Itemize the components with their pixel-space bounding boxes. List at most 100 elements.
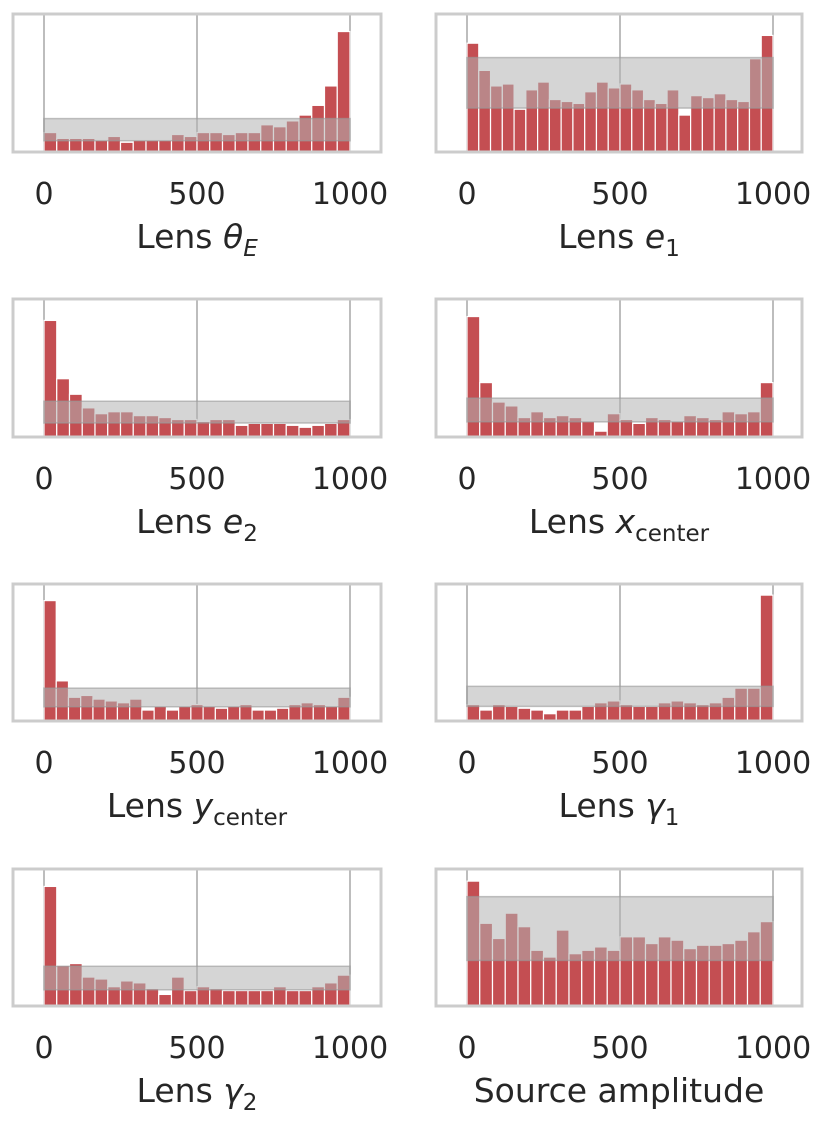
histogram-panel-2: 0 500 1000 Lens e1 <box>434 12 811 262</box>
histogram-bar <box>202 705 216 722</box>
histogram-bar <box>530 709 545 722</box>
axes-frame <box>11 297 383 439</box>
x-tick-label: 1000 <box>312 462 388 497</box>
histogram-bar <box>555 709 570 722</box>
x-tick-label: 1000 <box>312 746 388 781</box>
axes-frame <box>434 297 804 439</box>
x-tick-label: 500 <box>591 177 648 212</box>
x-axis-label: Lens xcenter <box>529 502 710 547</box>
histogram-bar <box>572 102 586 153</box>
histogram-bar <box>209 988 224 1007</box>
histogram-bar <box>251 709 265 722</box>
histogram-bar <box>581 705 596 722</box>
histogram-bar <box>581 420 596 438</box>
histogram-bar <box>311 424 326 438</box>
histogram-bar <box>285 989 300 1007</box>
histogram-bar <box>654 102 668 153</box>
x-axis-label: Lens γ2 <box>137 1071 258 1116</box>
histogram-bar <box>227 705 241 722</box>
histogram-bar <box>145 988 160 1007</box>
x-tick-label: 0 <box>34 177 53 212</box>
x-tick-label: 500 <box>168 177 225 212</box>
histogram-bar <box>247 989 262 1007</box>
histogram-bar <box>560 100 574 153</box>
histogram-bar <box>324 705 339 722</box>
histogram-bar <box>272 422 287 438</box>
x-tick-label: 500 <box>168 462 225 497</box>
histogram-bar <box>517 707 532 722</box>
axes-frame <box>434 582 804 723</box>
histogram-bar <box>260 422 275 438</box>
x-axis-label: Source amplitude <box>474 1071 765 1110</box>
histogram-bar <box>234 989 249 1007</box>
x-axis-label: Lens ycenter <box>107 786 288 831</box>
histogram-bar <box>141 709 155 722</box>
histogram-bar <box>214 707 229 722</box>
histogram-bar <box>670 420 685 438</box>
histogram-bar <box>196 420 211 438</box>
histogram-bar <box>632 705 647 722</box>
uniform-band <box>466 56 774 109</box>
x-tick-label: 1000 <box>312 177 388 212</box>
x-tick-label: 500 <box>591 1031 648 1066</box>
histogram-bar <box>263 709 278 722</box>
histogram-bar <box>479 709 494 722</box>
histogram-panel-3: 0 500 1000 Lens e2 <box>11 297 388 547</box>
histogram-bar <box>94 139 109 153</box>
histogram-bar <box>153 705 168 722</box>
x-axis-label: Lens e2 <box>136 502 258 547</box>
histogram-bar <box>221 989 236 1007</box>
histogram-bar <box>678 114 692 153</box>
histogram-bar <box>644 705 659 722</box>
histogram-panel-8: 0 500 1000 Source amplitude <box>434 867 811 1110</box>
histogram-bar <box>737 100 751 153</box>
x-tick-label: 500 <box>168 746 225 781</box>
histogram-bar <box>132 139 147 153</box>
uniform-band <box>43 687 351 708</box>
histogram-bar <box>513 108 527 153</box>
uniform-band <box>43 117 351 142</box>
axes-frame <box>11 12 383 154</box>
histogram-bar <box>158 993 173 1007</box>
x-tick-label: 1000 <box>735 1031 811 1066</box>
x-tick-label: 1000 <box>735 746 811 781</box>
histogram-bar <box>260 989 275 1007</box>
axes-frame <box>434 867 804 1008</box>
histogram-bar <box>145 139 160 153</box>
histogram-bar <box>285 424 300 438</box>
histogram-panel-7: 0 500 1000 Lens γ2 <box>11 867 388 1116</box>
x-tick-label: 1000 <box>735 177 811 212</box>
histogram-bar <box>234 424 249 438</box>
x-tick-label: 500 <box>591 462 648 497</box>
x-axis-label: Lens γ1 <box>559 786 680 831</box>
histogram-bar <box>632 422 647 438</box>
x-tick-label: 1000 <box>312 1031 388 1066</box>
x-tick-label: 0 <box>457 462 476 497</box>
x-tick-label: 500 <box>168 1031 225 1066</box>
x-tick-label: 0 <box>457 746 476 781</box>
uniform-band <box>43 400 351 424</box>
histogram-bar <box>247 422 262 438</box>
histogram-bar <box>158 139 173 153</box>
x-tick-label: 1000 <box>735 462 811 497</box>
uniform-band <box>466 397 774 423</box>
histogram-bar <box>568 709 583 722</box>
axes-frame <box>11 867 383 1008</box>
histogram-panel-5: 0 500 1000 Lens ycenter <box>11 582 388 831</box>
histogram-bar <box>298 989 313 1007</box>
histogram-panel-6: 0 500 1000 Lens γ1 <box>434 582 811 831</box>
x-tick-label: 0 <box>457 1031 476 1066</box>
histogram-bar <box>178 705 192 722</box>
x-tick-label: 0 <box>34 462 53 497</box>
histogram-bar <box>165 709 180 722</box>
x-axis-label: Lens θE <box>136 217 258 262</box>
uniform-band <box>43 965 351 991</box>
histogram-bar <box>323 422 338 438</box>
uniform-band <box>466 895 774 962</box>
histogram-panel-1: 0 500 1000 Lens θE <box>11 12 388 262</box>
uniform-band <box>466 685 774 708</box>
x-tick-label: 0 <box>457 177 476 212</box>
axes-frame <box>434 12 804 154</box>
axes-frame <box>11 582 383 723</box>
